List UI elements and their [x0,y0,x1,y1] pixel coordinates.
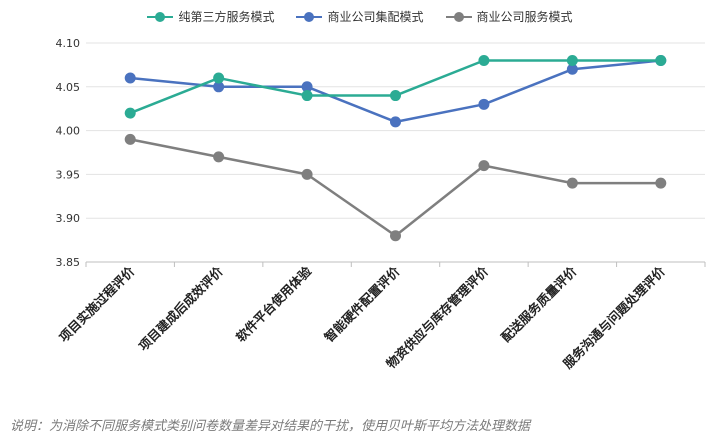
point-2-3 [390,230,401,242]
point-1-5 [566,63,578,75]
point-1-0 [124,72,136,84]
y-tick-label-1: 3.90 [56,212,81,225]
x-tick-label-2: 软件平台使用体验 [233,263,315,345]
legend-swatch-0 [147,11,174,22]
legend-label-0: 纯第三方服务模式 [178,10,275,24]
y-tick-label-0: 3.85 [56,256,81,269]
point-2-0 [124,133,136,145]
footnote: 说明：为消除不同服务模式类别问卷数量差异对结果的干扰，使用贝叶斯平均方法处理数据 [10,419,531,434]
legend-item-2[interactable]: 商业公司服务模式 [445,8,573,25]
point-2-5 [566,177,578,189]
legend-label-1: 商业公司集配模式 [327,10,424,24]
x-tick-label-6: 服务沟通与问题处理评价 [560,263,668,371]
series-line-2 [129,138,661,237]
point-0-0 [124,107,136,119]
point-1-4 [478,98,490,110]
point-2-2 [301,168,313,180]
point-1-2 [301,81,313,93]
legend-label-2: 商业公司服务模式 [476,10,573,24]
point-2-4 [478,160,490,172]
legend-dot-2 [453,11,464,22]
legend-item-1[interactable]: 商业公司集配模式 [296,8,424,25]
point-0-5 [566,55,578,67]
y-tick-label-4: 4.05 [56,81,81,94]
x-tick-label-3: 智能硬件配置评价 [321,263,403,345]
legend-item-0[interactable]: 纯第三方服务模式 [147,8,274,25]
y-tick-label-2: 3.95 [56,168,81,181]
legend-dot-0 [155,11,166,22]
point-0-4 [478,55,490,67]
legend-swatch-1 [296,11,323,22]
point-0-1 [213,72,225,84]
x-tick-label-0: 项目实施过程评价 [56,263,138,345]
point-2-1 [213,151,225,163]
point-0-3 [390,90,401,102]
y-tick-label-5: 4.10 [56,37,81,50]
point-0-6 [655,55,667,67]
x-tick-label-4: 物资供应与库存管理评价 [383,263,491,371]
legend: 纯第三方服务模式 商业公司集配模式 商业公司服务模式 [0,8,720,25]
point-2-6 [655,177,667,189]
legend-dot-1 [304,11,315,22]
point-1-3 [390,116,401,128]
x-tick-label-1: 项目建成后成效评价 [136,263,227,354]
point-0-2 [301,90,313,102]
point-1-1 [213,81,225,93]
x-tick-label-5: 配送服务质量评价 [498,263,580,345]
legend-swatch-2 [445,11,472,22]
y-tick-label-3: 4.00 [56,125,81,138]
